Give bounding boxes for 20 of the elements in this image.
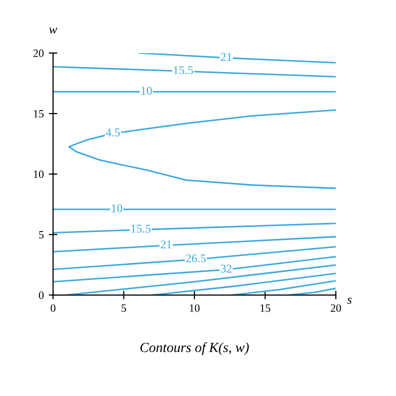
y-tick-label: 10 xyxy=(34,170,44,178)
annotation: 10 xyxy=(142,86,152,95)
y-tick-label: 15 xyxy=(34,110,44,118)
y-tick-label: 5 xyxy=(39,231,44,238)
x-tick-label: 10 xyxy=(190,304,200,312)
y-tick-label: 0 xyxy=(38,291,44,299)
x-tick-label: 0 xyxy=(50,304,56,312)
x-tick-label: 15 xyxy=(260,304,270,312)
x-axis-title: s xyxy=(347,298,352,304)
text: Contours of K(s, w) xyxy=(140,342,249,355)
x-tick-label: 20 xyxy=(330,304,341,312)
annotation: 10 xyxy=(112,204,122,212)
annotation: 32 xyxy=(220,264,232,273)
annotation: 4.5 xyxy=(106,128,120,136)
line-series xyxy=(68,109,336,190)
y-tick-label: 20 xyxy=(33,50,44,58)
x-tick-label: 5 xyxy=(122,304,126,312)
annotation: 21 xyxy=(220,52,232,61)
annotation: 21 xyxy=(160,240,172,248)
y-axis-title: w xyxy=(49,28,58,34)
